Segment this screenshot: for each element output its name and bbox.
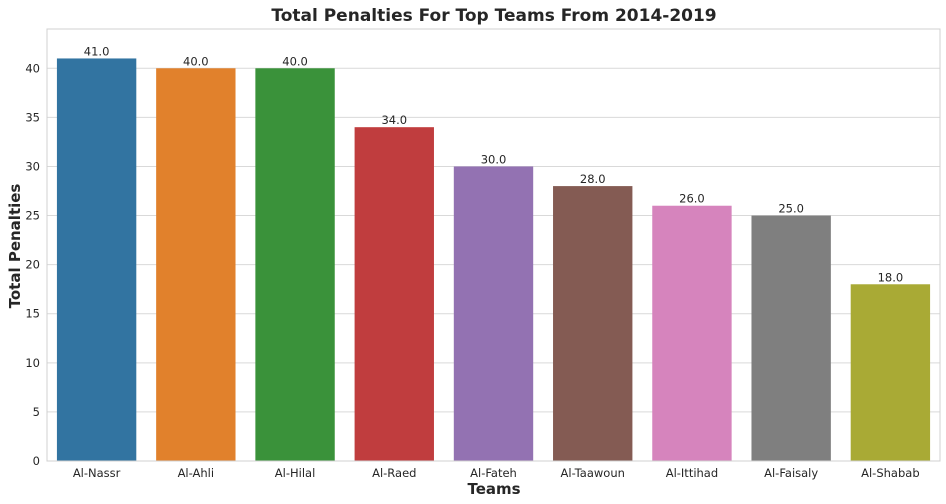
bar-value-label: 26.0 [679,192,705,206]
y-axis-title: Total Penalties [6,184,24,309]
bar-value-label: 18.0 [878,270,904,284]
y-tick-label: 10 [25,356,40,370]
bars [56,58,931,462]
y-tick-label: 25 [25,209,40,223]
x-axis-title: Teams [467,480,520,498]
x-tick-label: Al-Ittihad [666,466,718,480]
bar-value-label: 40.0 [183,54,209,68]
x-axis-ticks: Al-Nassr Al-Ahli Al-Hilal Al-Raed Al-Fateh Al… [73,466,920,480]
x-tick-label: Al-Ahli [178,466,215,480]
bar-al-raed [354,127,434,461]
y-tick-label: 5 [33,405,40,419]
bar-al-taawoun [553,186,633,461]
bar-al-nassr [56,58,137,462]
y-tick-label: 0 [33,454,40,468]
bar-al-ittihad [652,205,732,461]
data-labels: 41.0 40.0 40.0 34.0 30.0 28.0 26.0 25.0 18.0 [84,44,903,284]
bar-value-label: 30.0 [481,152,507,166]
bar-al-shabab [850,284,931,461]
y-tick-label: 20 [25,258,40,272]
x-tick-label: Al-Nassr [73,466,121,480]
y-tick-label: 40 [25,61,40,75]
x-tick-label: Al-Fateh [470,466,517,480]
x-tick-label: Al-Faisaly [764,466,818,480]
bar-value-label: 25.0 [778,202,804,216]
bar-value-label: 34.0 [381,113,407,127]
plot-frame [46,28,941,462]
bar-al-hilal [255,68,335,461]
y-tick-label: 30 [25,159,40,173]
x-tick-label: Al-Shabab [861,466,920,480]
x-tick-label: Al-Taawoun [561,466,625,480]
bar-value-label: 40.0 [282,54,308,68]
y-tick-label: 15 [25,307,40,321]
chart-title: Total Penalties For Top Teams From 2014-… [271,6,716,26]
y-axis-ticks: 0 5 10 15 20 25 30 35 40 [25,61,40,468]
x-tick-label: Al-Raed [372,466,416,480]
bar-al-ahli [156,68,236,461]
bar-al-faisaly [751,215,831,461]
y-tick-label: 35 [25,110,40,124]
bar-al-fateh [453,166,534,462]
bar-value-label: 41.0 [84,44,110,58]
bar-value-label: 28.0 [580,172,606,186]
x-tick-label: Al-Hilal [275,466,316,480]
